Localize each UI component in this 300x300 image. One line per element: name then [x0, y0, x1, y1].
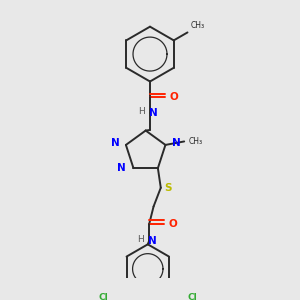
Text: O: O [169, 92, 178, 102]
Text: CH₃: CH₃ [189, 137, 203, 146]
Text: N: N [148, 236, 157, 246]
Text: H: H [137, 235, 144, 244]
Text: Cl: Cl [98, 293, 108, 300]
Text: S: S [164, 183, 172, 193]
Text: CH₃: CH₃ [191, 21, 205, 30]
Text: H: H [138, 107, 145, 116]
Text: N: N [117, 163, 125, 173]
Text: N: N [149, 108, 158, 118]
Text: O: O [169, 219, 178, 229]
Text: Cl: Cl [188, 293, 197, 300]
Text: N: N [111, 139, 120, 148]
Text: N: N [172, 138, 181, 148]
